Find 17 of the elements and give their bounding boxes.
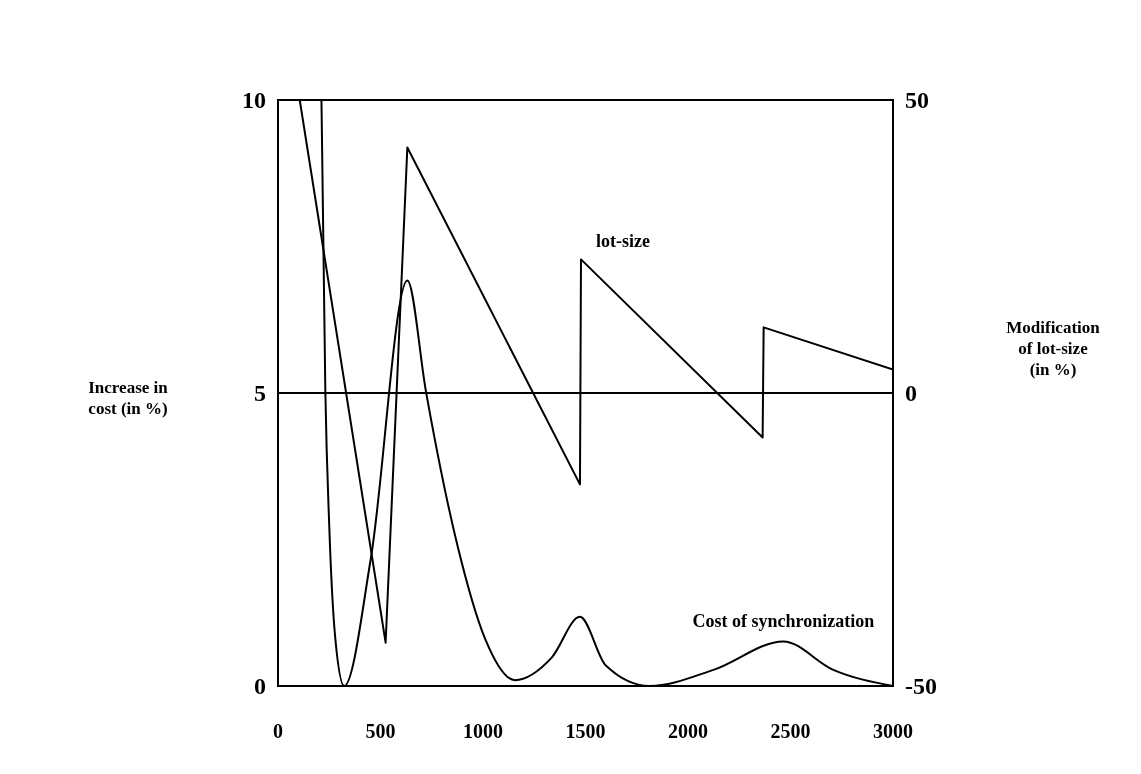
- series-label: lot-size: [596, 231, 650, 252]
- x-tick-label: 1500: [565, 720, 606, 742]
- y-tick-label: 0: [254, 673, 266, 700]
- y-tick-label: 5: [254, 380, 266, 407]
- x-tick-label: 3000: [873, 720, 913, 742]
- y2-tick-label: -50: [905, 673, 937, 700]
- x-tick-label: 0: [273, 720, 283, 742]
- x-tick-label: 1000: [463, 720, 503, 742]
- y2-tick-label: 0: [905, 380, 917, 407]
- y-tick-label: 10: [242, 87, 266, 114]
- x-tick-label: 2500: [770, 720, 811, 742]
- y2-tick-label: 50: [905, 87, 929, 114]
- x-tick-label: 2000: [668, 720, 708, 742]
- series-label: Cost of synchronization: [692, 611, 875, 632]
- y-axis-title: Increase in cost (in %): [88, 378, 169, 418]
- x-tick-label: 500: [365, 720, 396, 742]
- y2-axis-title: Modification of lot-size (in %): [1006, 318, 1101, 379]
